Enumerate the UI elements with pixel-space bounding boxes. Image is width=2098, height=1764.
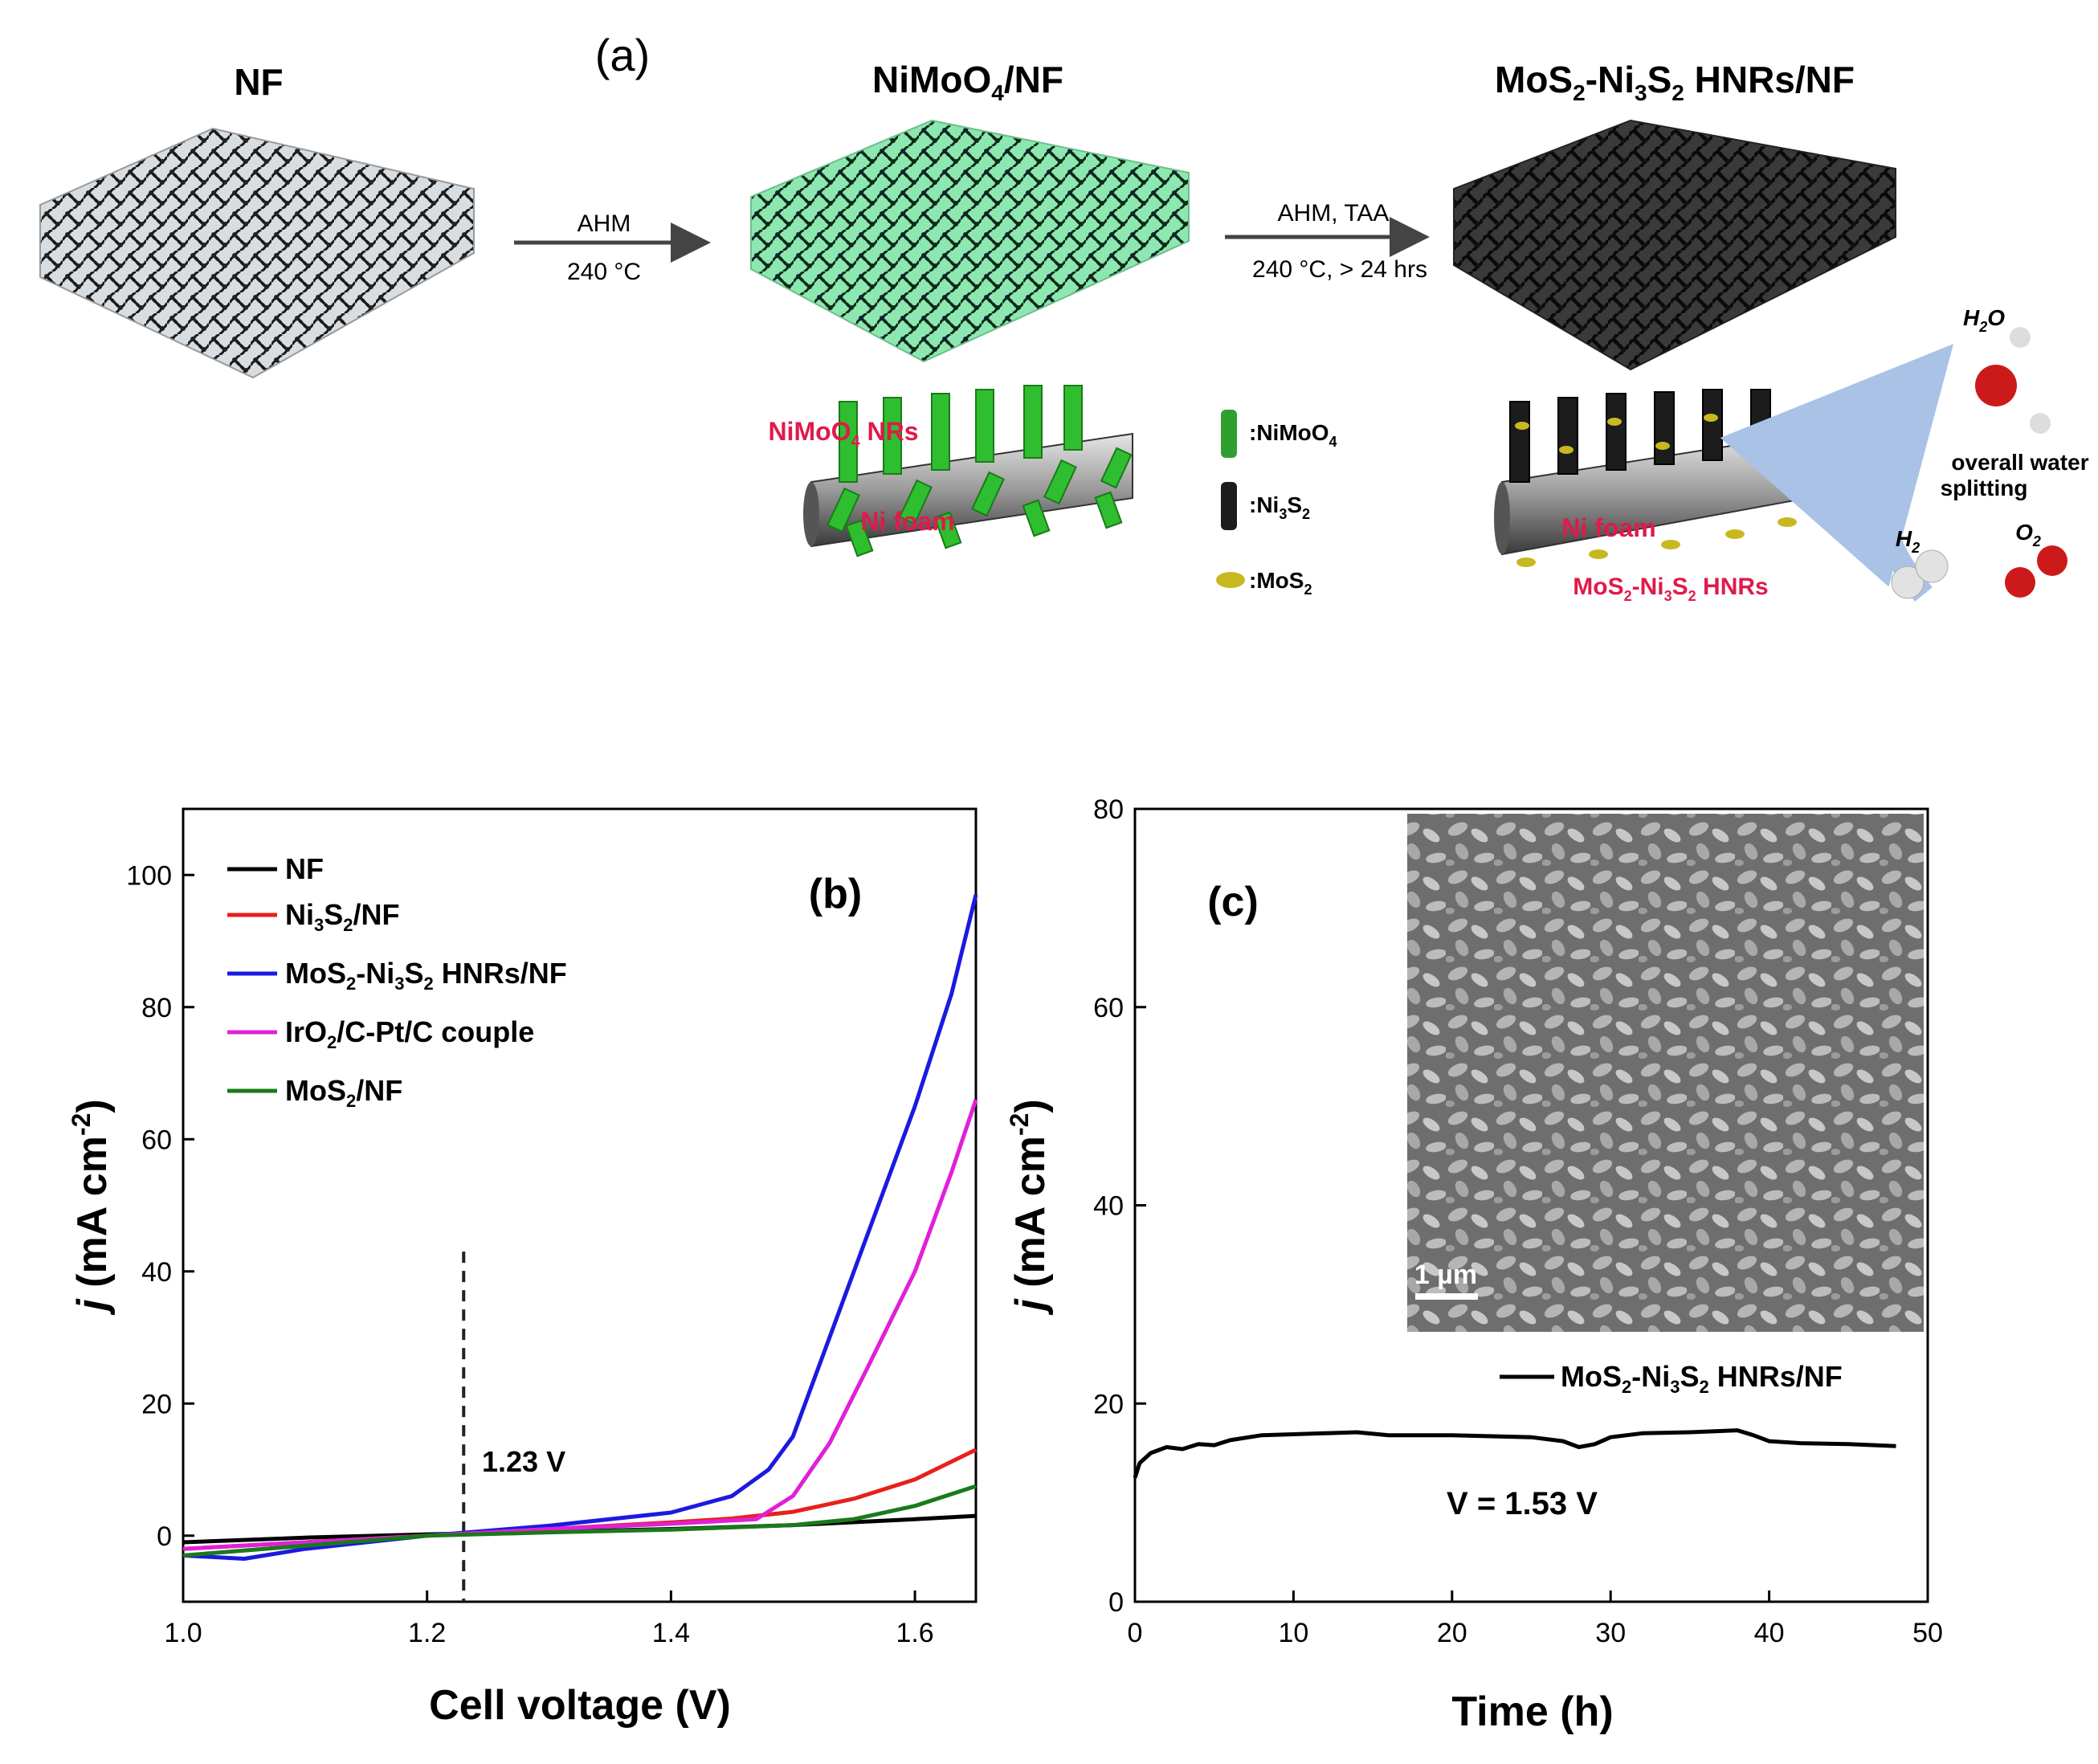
chart-c-ytick-label: 40 bbox=[1093, 1191, 1124, 1222]
chart-b: (b) 0 20 40 60 80 100 1.0 1.2 1.4 1.6 1.23 V NF … bbox=[67, 807, 978, 1729]
sem-scale-label: 1 µm bbox=[1414, 1260, 1477, 1290]
chart-b-y-ticks: 0 20 40 60 80 100 bbox=[126, 860, 194, 1552]
chart-c-series bbox=[1133, 1428, 1896, 1479]
chart-b-xtick-label: 1.2 bbox=[408, 1618, 446, 1648]
chart-b-legend: NF Ni3S2/NF MoS2-Ni3S2 HNRs/NF IrO2/C-Pt… bbox=[227, 852, 567, 1111]
legend-nimoo4-label: :NiMoO4 bbox=[1249, 420, 1337, 450]
o2-label: O2 bbox=[2015, 520, 2041, 549]
water-splitting-arrow bbox=[1720, 344, 1954, 602]
chart-b-ytick-label: 80 bbox=[141, 993, 172, 1023]
arrow1-top-label: AHM bbox=[578, 210, 631, 237]
chart-c-annotation: V = 1.53 V bbox=[1447, 1486, 1598, 1521]
h2-label: H2 bbox=[1896, 526, 1920, 556]
legend-b-ni3s2-label: Ni3S2/NF bbox=[285, 898, 400, 935]
arrow1-bottom-label: 240 °C bbox=[567, 259, 641, 285]
chart-c-sem-inset: 1 µm bbox=[1407, 814, 1924, 1332]
chart-c-y-ticks: 0 20 40 60 80 bbox=[1093, 794, 1146, 1618]
panel-a: (a) NF AHM 240 °C NiMoO4/NF bbox=[39, 30, 2089, 604]
chart-c-xtick-label: 40 bbox=[1754, 1618, 1785, 1648]
chart-c-xtick-label: 0 bbox=[1128, 1618, 1143, 1648]
chart-c-xlabel: Time (h) bbox=[1451, 1688, 1613, 1735]
chart-c-ylabel: j (mA cm-2) bbox=[1005, 1099, 1054, 1315]
chart-b-series-line-1 bbox=[182, 1448, 978, 1551]
chart-b-ytick-label: 0 bbox=[157, 1521, 172, 1552]
hnrs-foam-image bbox=[1453, 119, 1896, 371]
hnrs-label: MoS2-Ni3S2 HNRs bbox=[1573, 574, 1768, 604]
hnrs-nanorod-schematic: Ni foam MoS2-Ni3S2 HNRs bbox=[1494, 389, 1825, 604]
h2-molecule-icon bbox=[1891, 549, 1949, 599]
water-splitting-label: overall water splitting bbox=[1941, 450, 2089, 500]
legend-b-iro2-label: IrO2/C-Pt/C couple bbox=[285, 1015, 534, 1052]
legend-nimoo4-swatch bbox=[1221, 410, 1237, 458]
nimoo4-foam-image bbox=[750, 119, 1190, 363]
chart-b-xlabel: Cell voltage (V) bbox=[429, 1682, 731, 1729]
nf-foam-image bbox=[39, 127, 475, 379]
chart-b-ytick-label: 40 bbox=[141, 1257, 172, 1288]
chart-c-legend: MoS2-Ni3S2 HNRs/NF bbox=[1500, 1360, 1843, 1397]
nimoo4-nanorod-schematic: NiMoO4 NRs Ni foam bbox=[768, 385, 1133, 557]
chart-b-annotation: 1.23 V bbox=[482, 1445, 565, 1478]
chart-c-xtick-label: 50 bbox=[1912, 1618, 1943, 1648]
legend-mos2-label: :MoS2 bbox=[1249, 568, 1312, 598]
chart-c-xtick-label: 30 bbox=[1595, 1618, 1626, 1648]
o2-molecule-icon bbox=[2005, 545, 2067, 598]
legend-c-hnrs-label: MoS2-Ni3S2 HNRs/NF bbox=[1561, 1360, 1843, 1397]
nimoo4-nrs-label: NiMoO4 NRs bbox=[768, 417, 918, 451]
chart-b-ylabel: j (mA cm-2) bbox=[67, 1099, 116, 1315]
chart-b-xtick-label: 1.0 bbox=[164, 1618, 202, 1648]
chart-c-series-line-0 bbox=[1133, 1428, 1896, 1479]
h2o-label: H2O bbox=[1963, 305, 2005, 335]
chart-b-ytick-label: 20 bbox=[141, 1389, 172, 1419]
step1-title: NF bbox=[234, 61, 283, 103]
chart-c-ytick-label: 60 bbox=[1093, 993, 1124, 1023]
step3-title: MoS2-Ni3S2 HNRs/NF bbox=[1495, 59, 1855, 105]
schematic-legend: :NiMoO4 :Ni3S2 :MoS2 bbox=[1216, 410, 1337, 598]
arrow2-bottom-label: 240 °C, > 24 hrs bbox=[1252, 256, 1427, 283]
legend-ni3s2-label: :Ni3S2 bbox=[1249, 492, 1310, 522]
chart-c-ytick-label: 80 bbox=[1093, 794, 1124, 825]
chart-b-series-line-3 bbox=[182, 1099, 978, 1551]
legend-ni3s2-swatch bbox=[1221, 482, 1237, 530]
chart-c-xtick-label: 20 bbox=[1437, 1618, 1467, 1648]
chart-b-xtick-label: 1.6 bbox=[896, 1618, 933, 1648]
ni-foam-label: Ni foam bbox=[860, 507, 954, 536]
legend-b-hnrs-label: MoS2-Ni3S2 HNRs/NF bbox=[285, 957, 567, 994]
ni-foam-label-2: Ni foam bbox=[1561, 513, 1655, 542]
chart-c: (c) 1 µm 0 20 40 60 80 0 10 20 30 40 50 MoS2-Ni3S… bbox=[1005, 794, 1943, 1735]
chart-c-ytick-label: 0 bbox=[1108, 1587, 1124, 1618]
chart-b-x-ticks: 1.0 1.2 1.4 1.6 bbox=[164, 1590, 934, 1648]
legend-b-nf-label: NF bbox=[285, 852, 324, 885]
legend-b-mos2-label: MoS2/NF bbox=[285, 1074, 402, 1111]
chart-b-xtick-label: 1.4 bbox=[652, 1618, 690, 1648]
chart-c-ytick-label: 20 bbox=[1093, 1389, 1124, 1419]
arrow2-top-label: AHM, TAA bbox=[1278, 200, 1390, 227]
chart-b-series-line-2 bbox=[182, 894, 978, 1561]
chart-c-xtick-label: 10 bbox=[1278, 1618, 1308, 1648]
chart-b-series bbox=[182, 894, 978, 1561]
chart-c-x-ticks: 0 10 20 30 40 50 bbox=[1128, 1590, 1943, 1648]
chart-b-panel-label: (b) bbox=[809, 871, 862, 917]
chart-b-ytick-label: 60 bbox=[141, 1125, 172, 1155]
chart-c-panel-label: (c) bbox=[1207, 879, 1259, 925]
step2-title: NiMoO4/NF bbox=[872, 59, 1063, 105]
legend-mos2-swatch bbox=[1216, 572, 1245, 588]
h2o-molecule-icon bbox=[1975, 327, 2051, 434]
chart-b-series-line-4 bbox=[182, 1484, 977, 1558]
panel-a-label: (a) bbox=[595, 30, 650, 80]
chart-b-ytick-label: 100 bbox=[126, 860, 172, 891]
chart-b-plot-area bbox=[182, 807, 978, 1603]
